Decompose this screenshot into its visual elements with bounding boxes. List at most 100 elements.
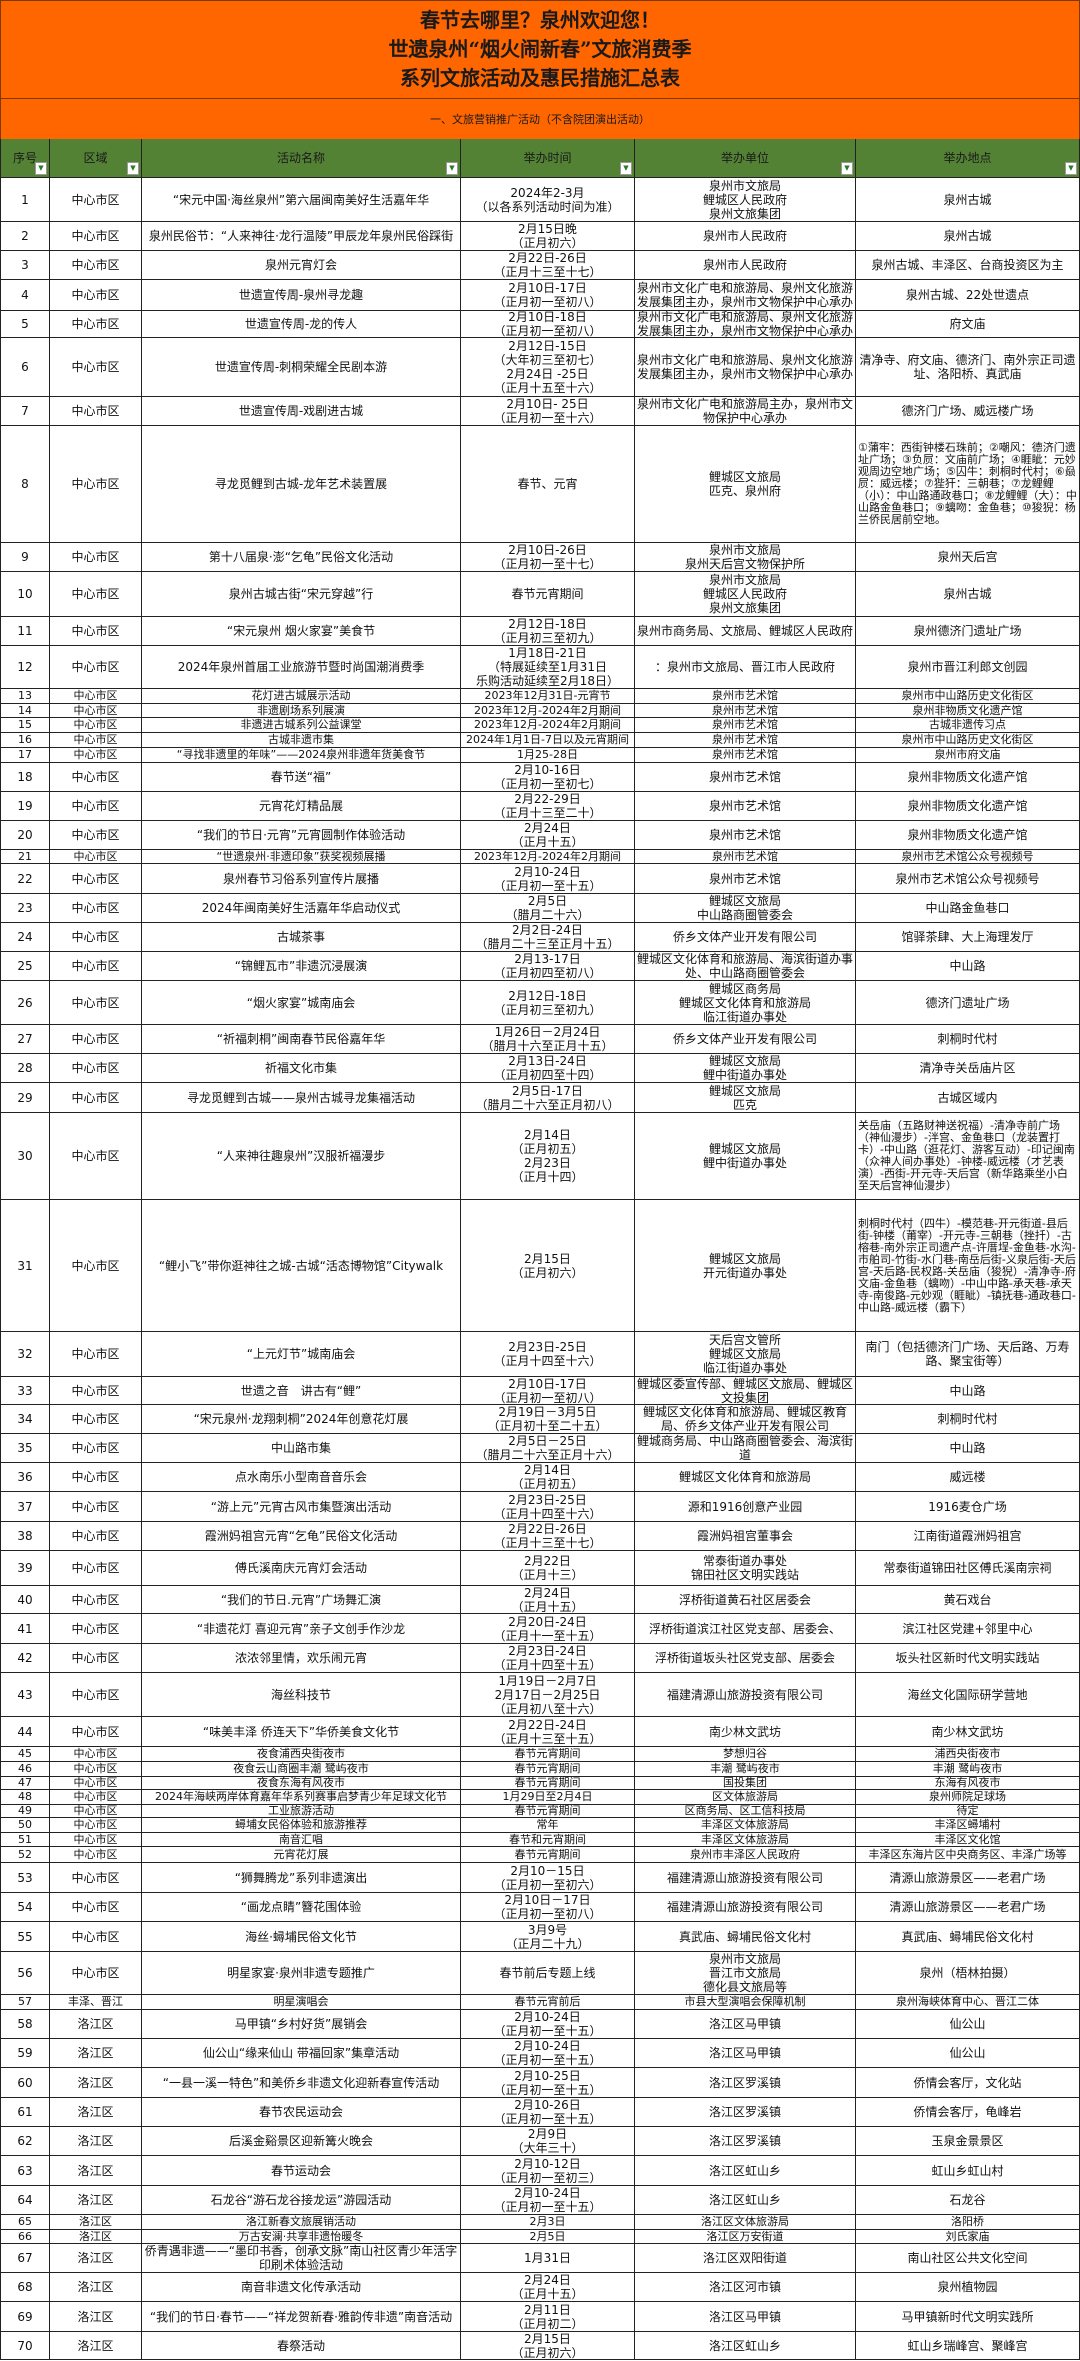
cell-activity-name: “宋元中国·海丝泉州”第六届闽南美好生活嘉年华	[142, 178, 461, 222]
cell-area: 中心市区	[50, 733, 142, 748]
cell-time: 2023年12月-2024年2月期间	[461, 850, 635, 864]
cell-activity-name: 2024年泉州首届工业旅游节暨时尚国潮消费季	[142, 646, 461, 689]
cell-time: 2月10日-26日 （正月初一至十七）	[461, 543, 635, 572]
cell-no: 67	[0, 2244, 50, 2273]
cell-organizer: 鲤城区文旅局 匹克	[635, 1083, 856, 1113]
cell-no: 5	[0, 311, 50, 338]
cell-location: 泉州德济门遗址广场	[856, 617, 1080, 646]
cell-organizer: 鲤城区文化体育和旅游局	[635, 1463, 856, 1492]
cell-organizer: 浮桥街道滨江社区党支部、居委会、	[635, 1614, 856, 1644]
cell-no: 62	[0, 2127, 50, 2156]
cell-location: 泉州非物质文化遗产馆	[856, 763, 1080, 792]
cell-time: 春节元宵期间	[461, 572, 635, 617]
cell-organizer: 鲤城区文旅局 匹克、泉州府	[635, 426, 856, 543]
column-header-label: 举办时间	[523, 151, 572, 165]
cell-organizer: 浮桥街道坂头社区党支部、居委会	[635, 1644, 856, 1673]
cell-time: 2月23日-25日 （正月十四至十六）	[461, 1492, 635, 1522]
table-row: 55 中心市区 海丝·蟳埔民俗文化节 3月9号 （正月二十九） 真武庙、蟳埔民俗文化村真…	[0, 1922, 1080, 1952]
cell-activity-name: 中山路市集	[142, 1434, 461, 1463]
table-row: 31 中心市区 “鲤小飞”带你逛神往之城-古城“活态博物馆”Citywalk 2月15…	[0, 1200, 1080, 1332]
cell-organizer: 侨乡文体产业开发有限公司	[635, 923, 856, 952]
cell-time: 春节、元宵	[461, 426, 635, 543]
cell-area: 中心市区	[50, 923, 142, 952]
cell-no: 52	[0, 1847, 50, 1863]
cell-time: 2月10-24日 （正月初一至十五）	[461, 2186, 635, 2215]
cell-organizer: 天后宫文管所 鲤城区文旅局 临江街道办事处	[635, 1332, 856, 1377]
table-row: 34 中心市区 “宋元泉州·龙翔刺桐”2024年创意花灯展 2月19日－3月5日 （正…	[0, 1405, 1080, 1434]
cell-area: 中心市区	[50, 1434, 142, 1463]
cell-time: 2月10-24日 （正月初一至十五）	[461, 2039, 635, 2068]
cell-location: 浦西央街夜市	[856, 1747, 1080, 1762]
cell-no: 59	[0, 2039, 50, 2068]
cell-location: 泉州市府文庙	[856, 748, 1080, 763]
cell-no: 51	[0, 1833, 50, 1847]
cell-no: 70	[0, 2332, 50, 2360]
cell-area: 中心市区	[50, 1717, 142, 1747]
cell-activity-name: 蟳埔女民俗体验和旅游推荐	[142, 1818, 461, 1833]
cell-activity-name: “宋元泉州·龙翔刺桐”2024年创意花灯展	[142, 1405, 461, 1434]
cell-location: 泉州非物质文化遗产馆	[856, 821, 1080, 850]
cell-organizer: 鲤城区文旅局 鲤中街道办事处	[635, 1054, 856, 1083]
cell-organizer: 泉州市商务局、文旅局、鲤城区人民政府	[635, 617, 856, 646]
filter-dropdown-icon[interactable]: ▼	[35, 162, 47, 175]
cell-area: 中心市区	[50, 311, 142, 338]
cell-location: 黄石戏台	[856, 1586, 1080, 1614]
cell-area: 中心市区	[50, 1492, 142, 1522]
cell-location: 泉州古城	[856, 178, 1080, 222]
cell-time: 2月10－15日 （正月初一至初六）	[461, 1863, 635, 1893]
cell-organizer: 福建清源山旅游投资有限公司	[635, 1673, 856, 1717]
cell-no: 40	[0, 1586, 50, 1614]
cell-no: 58	[0, 2010, 50, 2039]
cell-location: 玉泉金景景区	[856, 2127, 1080, 2156]
table-row: 21 中心市区 “世遗泉州·非遗印象”获奖视频展播 2023年12月-2024年2月期…	[0, 850, 1080, 864]
cell-organizer: 鲤城区文化体育和旅游局、鲤城区教育局、侨乡文体产业开发有限公司	[635, 1405, 856, 1434]
cell-organizer: 丰泽区文体旅游局	[635, 1833, 856, 1847]
cell-activity-name: 泉州古城古街“宋元穿越”行	[142, 572, 461, 617]
cell-no: 56	[0, 1952, 50, 1995]
filter-dropdown-icon[interactable]: ▼	[620, 162, 632, 175]
table-row: 26 中心市区 “烟火家宴”城南庙会 2月12日-18日 （正月初三至初九） 鲤城区商务…	[0, 981, 1080, 1025]
cell-no: 33	[0, 1377, 50, 1405]
cell-no: 28	[0, 1054, 50, 1083]
cell-location: 丰潮 鹭屿夜市	[856, 1762, 1080, 1777]
cell-organizer: 泉州市艺术馆	[635, 850, 856, 864]
table-row: 33 中心市区 世遗之音 讲古有“鲤” 2月10日-17日 （正月初一至初八） 鲤城区委…	[0, 1377, 1080, 1405]
table-row: 69 洛江区 “我们的节日·春节——“祥龙贺新春·雅韵传非遗”南音活动 2月11日 （…	[0, 2302, 1080, 2332]
cell-area: 中心市区	[50, 251, 142, 280]
cell-area: 中心市区	[50, 1847, 142, 1863]
cell-organizer: 鲤城商务局、中山路商圈管委会、海滨街道	[635, 1434, 856, 1463]
cell-time: 1月18日-21日 （特展延续至1月31日 乐购活动延续至2月18日）	[461, 646, 635, 689]
filter-dropdown-icon[interactable]: ▼	[446, 162, 458, 175]
cell-time: 春节元宵前后	[461, 1995, 635, 2010]
cell-area: 中心市区	[50, 718, 142, 733]
table-row: 27 中心市区 “祈福刺桐”闽南春节民俗嘉年华 1月26日－2月24日 （腊月十六至正…	[0, 1025, 1080, 1054]
filter-dropdown-icon[interactable]: ▼	[127, 162, 139, 175]
cell-location: 泉州（梧林拍摄）	[856, 1952, 1080, 1995]
cell-area: 中心市区	[50, 1463, 142, 1492]
table-row: 25 中心市区 “锦鲤瓦市”非遗沉浸展演 2月13-17日 （正月初四至初八） 鲤城区文…	[0, 952, 1080, 981]
cell-organizer: 洛江区马甲镇	[635, 2302, 856, 2332]
cell-no: 39	[0, 1551, 50, 1586]
cell-activity-name: 世遗宣传周-龙的传人	[142, 311, 461, 338]
cell-activity-name: 世遗宣传周-戏剧进古城	[142, 397, 461, 426]
cell-time: 春节元宵期间	[461, 1762, 635, 1777]
cell-no: 69	[0, 2302, 50, 2332]
cell-location: 泉州古城	[856, 572, 1080, 617]
table-row: 5 中心市区 世遗宣传周-龙的传人 2月10日-18日 （正月初一至初八） 泉州市文化广…	[0, 311, 1080, 338]
cell-area: 中心市区	[50, 1113, 142, 1200]
cell-organizer: 泉州市艺术馆	[635, 704, 856, 718]
filter-dropdown-icon[interactable]: ▼	[841, 162, 853, 175]
filter-dropdown-icon[interactable]: ▼	[1065, 162, 1077, 175]
cell-area: 中心市区	[50, 280, 142, 311]
cell-time: 2月10-25日 （正月初一至十五）	[461, 2068, 635, 2098]
cell-location: 中山路	[856, 1434, 1080, 1463]
cell-no: 24	[0, 923, 50, 952]
cell-time: 2月22日-24日 （正月十三至十五）	[461, 1717, 635, 1747]
table-row: 53 中心市区 “狮舞腾龙”系列非遗演出 2月10－15日 （正月初一至初六） 福建清源…	[0, 1863, 1080, 1893]
table-row: 24 中心市区 古城茶事 2月2日-24日 （腊月二十三至正月十五） 侨乡文体产业开发有…	[0, 923, 1080, 952]
cell-activity-name: “画龙点睛”簪花围体验	[142, 1893, 461, 1922]
table-row: 67 洛江区 侨青遇非遗——“墨印书香，创承文脉”南山社区青少年活字印刷术体验活动 1…	[0, 2244, 1080, 2273]
cell-activity-name: 第十八届泉·澎“乞龟”民俗文化活动	[142, 543, 461, 572]
cell-area: 中心市区	[50, 763, 142, 792]
cell-area: 中心市区	[50, 1377, 142, 1405]
